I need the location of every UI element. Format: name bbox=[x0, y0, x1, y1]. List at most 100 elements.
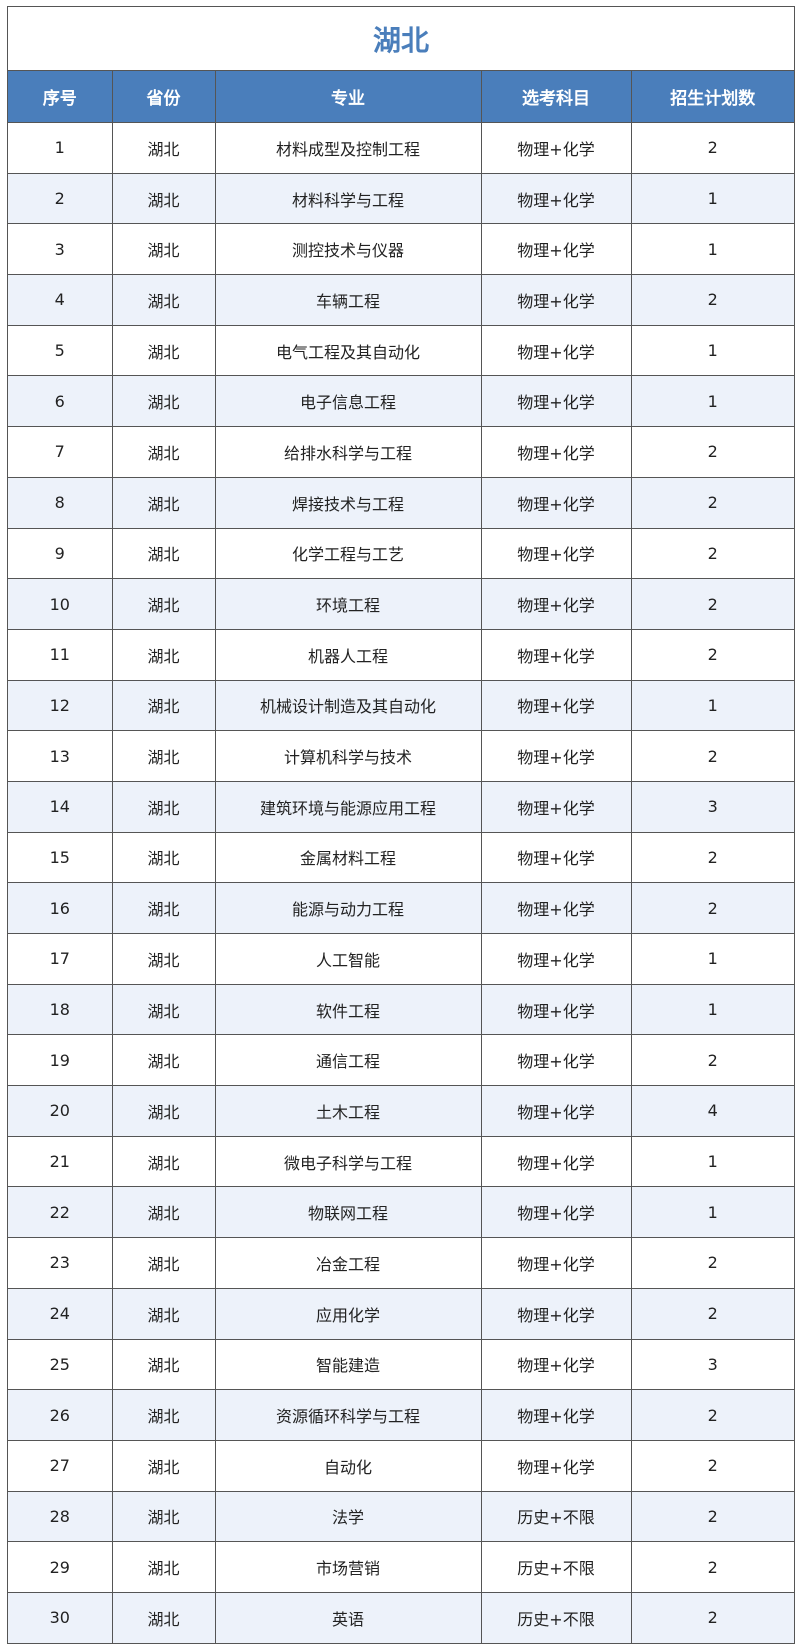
table-row: 20 湖北 土木工程 物理+化学 4 bbox=[8, 1085, 794, 1137]
cell-index: 7 bbox=[8, 426, 113, 478]
cell-province: 湖北 bbox=[111, 274, 216, 326]
header-province: 省份 bbox=[111, 71, 216, 123]
cell-subjects: 物理+化学 bbox=[480, 831, 632, 884]
header-row: 序号 省份 专业 选考科目 招生计划数 bbox=[8, 71, 794, 123]
cell-plan-count: 2 bbox=[630, 476, 794, 529]
cell-major: 智能建造 bbox=[214, 1338, 482, 1391]
cell-province: 湖北 bbox=[111, 628, 216, 681]
cell-plan-count: 2 bbox=[630, 426, 794, 478]
cell-subjects: 历史+不限 bbox=[480, 1541, 632, 1593]
cell-province: 湖北 bbox=[111, 1439, 216, 1492]
cell-subjects: 物理+化学 bbox=[480, 1439, 632, 1492]
cell-index: 3 bbox=[8, 223, 113, 276]
cell-major: 给排水科学与工程 bbox=[214, 426, 482, 478]
cell-plan-count: 2 bbox=[630, 1237, 794, 1289]
table-row: 14 湖北 建筑环境与能源应用工程 物理+化学 3 bbox=[8, 780, 794, 833]
header-major: 专业 bbox=[214, 71, 482, 123]
cell-plan-count: 1 bbox=[630, 172, 794, 225]
enrollment-table: 序号 省份 专业 选考科目 招生计划数 1 湖北 材料成型及控制工程 物理+化学 2 2 湖… bbox=[8, 71, 794, 1643]
cell-plan-count: 2 bbox=[630, 730, 794, 782]
cell-plan-count: 2 bbox=[630, 1034, 794, 1087]
cell-subjects: 物理+化学 bbox=[480, 882, 632, 934]
cell-major: 能源与动力工程 bbox=[214, 882, 482, 934]
cell-province: 湖北 bbox=[111, 375, 216, 428]
table-row: 23 湖北 冶金工程 物理+化学 2 bbox=[8, 1237, 794, 1289]
cell-major: 焊接技术与工程 bbox=[214, 476, 482, 529]
cell-province: 湖北 bbox=[111, 1135, 216, 1188]
cell-plan-count: 3 bbox=[630, 780, 794, 833]
cell-index: 13 bbox=[8, 730, 113, 782]
table-row: 6 湖北 电子信息工程 物理+化学 1 bbox=[8, 375, 794, 428]
cell-plan-count: 1 bbox=[630, 1135, 794, 1188]
cell-plan-count: 4 bbox=[630, 1085, 794, 1137]
table-row: 7 湖北 给排水科学与工程 物理+化学 2 bbox=[8, 426, 794, 478]
cell-province: 湖北 bbox=[111, 527, 216, 580]
cell-province: 湖北 bbox=[111, 122, 216, 174]
cell-major: 材料科学与工程 bbox=[214, 172, 482, 225]
cell-plan-count: 2 bbox=[630, 1490, 794, 1543]
cell-plan-count: 2 bbox=[630, 882, 794, 934]
cell-index: 5 bbox=[8, 324, 113, 377]
table-row: 16 湖北 能源与动力工程 物理+化学 2 bbox=[8, 882, 794, 934]
cell-index: 19 bbox=[8, 1034, 113, 1087]
cell-major: 测控技术与仪器 bbox=[214, 223, 482, 276]
table-row: 30 湖北 英语 历史+不限 2 bbox=[8, 1591, 794, 1643]
table-row: 12 湖北 机械设计制造及其自动化 物理+化学 1 bbox=[8, 679, 794, 732]
table-row: 13 湖北 计算机科学与技术 物理+化学 2 bbox=[8, 730, 794, 782]
cell-province: 湖北 bbox=[111, 172, 216, 225]
cell-major: 微电子科学与工程 bbox=[214, 1135, 482, 1188]
cell-subjects: 物理+化学 bbox=[480, 933, 632, 985]
cell-plan-count: 1 bbox=[630, 223, 794, 276]
cell-major: 建筑环境与能源应用工程 bbox=[214, 780, 482, 833]
enrollment-table-container: 湖北 序号 省份 专业 选考科目 招生计划数 1 湖北 材料成型及控制工程 物理+化学… bbox=[7, 6, 795, 1644]
cell-index: 4 bbox=[8, 274, 113, 326]
cell-plan-count: 2 bbox=[630, 122, 794, 174]
table-row: 3 湖北 测控技术与仪器 物理+化学 1 bbox=[8, 223, 794, 276]
cell-subjects: 物理+化学 bbox=[480, 527, 632, 580]
table-title: 湖北 bbox=[8, 7, 794, 71]
cell-index: 15 bbox=[8, 831, 113, 884]
cell-plan-count: 2 bbox=[630, 1439, 794, 1492]
cell-major: 计算机科学与技术 bbox=[214, 730, 482, 782]
table-row: 26 湖北 资源循环科学与工程 物理+化学 2 bbox=[8, 1389, 794, 1441]
table-row: 28 湖北 法学 历史+不限 2 bbox=[8, 1490, 794, 1543]
cell-index: 12 bbox=[8, 679, 113, 732]
table-row: 5 湖北 电气工程及其自动化 物理+化学 1 bbox=[8, 324, 794, 377]
cell-province: 湖北 bbox=[111, 578, 216, 630]
cell-province: 湖北 bbox=[111, 1186, 216, 1239]
cell-index: 9 bbox=[8, 527, 113, 580]
cell-index: 1 bbox=[8, 122, 113, 174]
cell-subjects: 物理+化学 bbox=[480, 983, 632, 1036]
cell-subjects: 物理+化学 bbox=[480, 1186, 632, 1239]
cell-index: 20 bbox=[8, 1085, 113, 1137]
table-row: 17 湖北 人工智能 物理+化学 1 bbox=[8, 933, 794, 985]
cell-major: 自动化 bbox=[214, 1439, 482, 1492]
cell-plan-count: 1 bbox=[630, 375, 794, 428]
cell-major: 机械设计制造及其自动化 bbox=[214, 679, 482, 732]
table-row: 24 湖北 应用化学 物理+化学 2 bbox=[8, 1287, 794, 1340]
cell-major: 资源循环科学与工程 bbox=[214, 1389, 482, 1441]
cell-major: 土木工程 bbox=[214, 1085, 482, 1137]
table-row: 19 湖北 通信工程 物理+化学 2 bbox=[8, 1034, 794, 1087]
cell-subjects: 物理+化学 bbox=[480, 1085, 632, 1137]
cell-subjects: 物理+化学 bbox=[480, 1338, 632, 1391]
cell-major: 机器人工程 bbox=[214, 628, 482, 681]
cell-index: 28 bbox=[8, 1490, 113, 1543]
table-row: 27 湖北 自动化 物理+化学 2 bbox=[8, 1439, 794, 1492]
cell-major: 电气工程及其自动化 bbox=[214, 324, 482, 377]
table-row: 9 湖北 化学工程与工艺 物理+化学 2 bbox=[8, 527, 794, 580]
cell-plan-count: 2 bbox=[630, 831, 794, 884]
cell-province: 湖北 bbox=[111, 933, 216, 985]
table-row: 21 湖北 微电子科学与工程 物理+化学 1 bbox=[8, 1135, 794, 1188]
cell-subjects: 物理+化学 bbox=[480, 223, 632, 276]
cell-plan-count: 2 bbox=[630, 1287, 794, 1340]
cell-province: 湖北 bbox=[111, 1085, 216, 1137]
header-subjects: 选考科目 bbox=[480, 71, 632, 123]
cell-index: 23 bbox=[8, 1237, 113, 1289]
table-row: 10 湖北 环境工程 物理+化学 2 bbox=[8, 578, 794, 630]
cell-major: 物联网工程 bbox=[214, 1186, 482, 1239]
cell-province: 湖北 bbox=[111, 223, 216, 276]
cell-plan-count: 3 bbox=[630, 1338, 794, 1391]
cell-province: 湖北 bbox=[111, 983, 216, 1036]
cell-index: 6 bbox=[8, 375, 113, 428]
